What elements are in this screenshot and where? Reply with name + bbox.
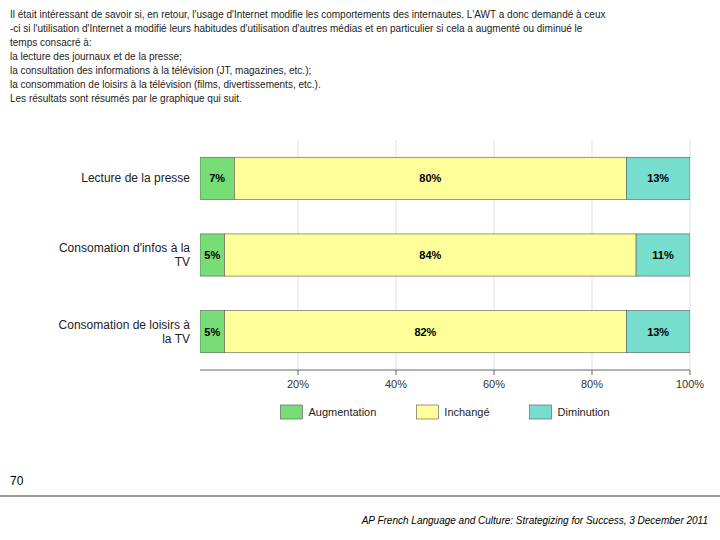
chart: Il était intéressant de savoir si, en re… <box>0 0 720 540</box>
bar-segment <box>225 311 627 353</box>
page-number: 70 <box>10 474 24 488</box>
x-tick-label: 80% <box>581 378 603 390</box>
category-label: Consomation de loisirs àla TV <box>59 318 191 346</box>
bar-segment <box>200 157 234 199</box>
x-tick-label: 40% <box>385 378 407 390</box>
data-label: 5% <box>204 326 220 338</box>
x-tick-label: 20% <box>287 378 309 390</box>
legend-swatch <box>530 405 552 419</box>
legend-label: Augmentation <box>308 406 376 418</box>
category-label: Lecture de la presse <box>81 171 190 185</box>
bar-segment <box>200 234 225 276</box>
footer-rule <box>0 495 720 497</box>
data-label: 13% <box>647 326 669 338</box>
x-tick-label: 60% <box>483 378 505 390</box>
bar-segment <box>626 311 690 353</box>
x-axis-line <box>200 370 690 371</box>
legend-item: Inchangé <box>416 405 489 419</box>
bars <box>200 157 690 353</box>
x-tick <box>396 370 397 375</box>
legend-item: Augmentation <box>280 405 376 419</box>
legend-item: Diminution <box>530 405 610 419</box>
bar-segment <box>636 234 690 276</box>
bar-segment <box>200 311 225 353</box>
x-tick <box>592 370 593 375</box>
bar-segment <box>626 157 690 199</box>
data-label: 82% <box>414 326 436 338</box>
bar-segment <box>234 157 626 199</box>
data-label: 7% <box>209 172 225 184</box>
legend-label: Diminution <box>558 406 610 418</box>
legend-label: Inchangé <box>444 406 489 418</box>
header-text: Il était intéressant de savoir si, en re… <box>10 9 606 104</box>
footer-text: AP French Language and Culture: Strategi… <box>361 515 708 526</box>
legend-swatch <box>416 405 438 419</box>
legend-swatch <box>280 405 302 419</box>
x-tick <box>298 370 299 375</box>
x-tick <box>494 370 495 375</box>
data-label: 11% <box>652 249 674 261</box>
data-labels: 7% 80% 13% 5% 84% 11% 5% 82% 13% <box>204 172 674 337</box>
category-label: Consomation d'infos à laTV <box>59 241 190 269</box>
x-tick-label: 100% <box>676 378 704 390</box>
data-label: 13% <box>647 172 669 184</box>
data-label: 5% <box>204 249 220 261</box>
x-tick <box>690 370 691 375</box>
legend: Augmentation Inchangé Diminution <box>280 405 609 419</box>
data-label: 84% <box>419 249 441 261</box>
data-label: 80% <box>419 172 441 184</box>
bar-segment <box>225 234 637 276</box>
